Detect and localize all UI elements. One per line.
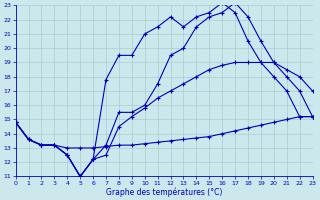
X-axis label: Graphe des températures (°C): Graphe des températures (°C) [106, 187, 222, 197]
